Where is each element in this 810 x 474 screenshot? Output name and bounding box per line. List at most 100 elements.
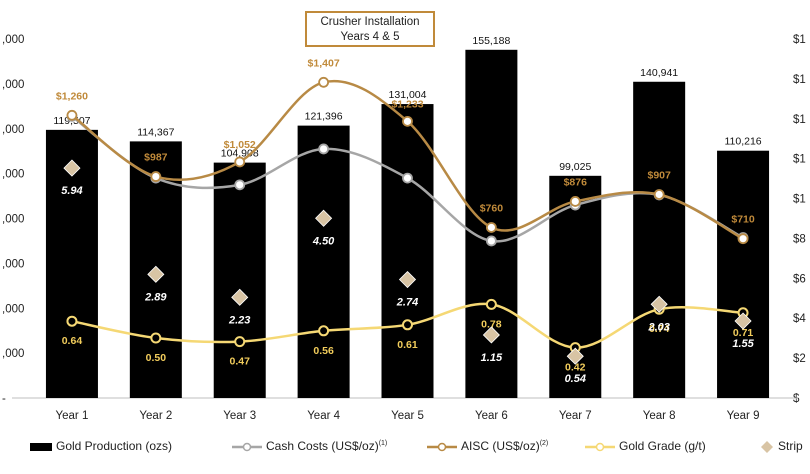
x-axis-tick-label: Year 3 [223, 410, 256, 422]
strip-data-label: 2.23 [228, 314, 250, 326]
gold-grade-point [150, 332, 162, 344]
aisc-point [402, 115, 413, 127]
aisc-point [318, 76, 330, 88]
aisc-data-label: $1,233 [391, 98, 423, 110]
gold-grade-data-label: 0.64 [62, 335, 83, 347]
legend-gold-grade: Gold Grade (g/t) [585, 439, 706, 453]
right-axis-tick-label: $1 [793, 74, 806, 86]
strip-diamond [566, 347, 584, 365]
gold-grade-data-label: 0.42 [565, 362, 586, 374]
aisc-point [66, 109, 78, 121]
left-axis-tick-label: ,000 [2, 34, 24, 46]
strip-data-label: 1.15 [481, 352, 503, 364]
legend-gold-production: Gold Production (ozs) [30, 439, 172, 453]
right-axis-tick-label: $8 [793, 233, 806, 245]
cash-costs-point [485, 235, 497, 247]
aisc-data-label: $907 [647, 169, 671, 181]
legend-diamond-swatch [761, 440, 773, 453]
right-axis-tick-label: $6 [793, 273, 806, 285]
production-bar-label: 110,216 [724, 136, 761, 148]
legend-bar-swatch [30, 442, 52, 451]
annotation-line-2: Years 4 & 5 [340, 31, 400, 43]
gold-grade-point [485, 298, 497, 310]
legend-strip: Strip [760, 439, 803, 454]
strip-data-label: 2.89 [144, 291, 167, 303]
legend-line-swatch [427, 442, 457, 452]
crusher-annotation: Crusher Installation Years 4 & 5 [305, 11, 435, 47]
aisc-point [569, 196, 581, 207]
right-axis-tick-label: $1 [793, 194, 806, 206]
production-bar [717, 150, 770, 398]
production-bar-label: 155,188 [472, 35, 510, 47]
strip-diamond [63, 159, 81, 177]
aisc-data-label: $876 [564, 176, 588, 188]
cash-costs-point [234, 179, 246, 191]
aisc-data-label: $1,407 [308, 57, 340, 69]
legend-label: Cash Costs (US$/oz) [266, 439, 379, 453]
production-bar-label: 99,025 [559, 161, 591, 173]
gold-grade-data-label: 0.50 [146, 352, 167, 364]
left-axis-tick-label: ,000 [2, 124, 24, 136]
production-bar [213, 162, 266, 398]
legend-line-swatch [585, 442, 615, 452]
legend-aisc: AISC (US$/oz)(2) [427, 439, 548, 453]
aisc-data-label: $987 [144, 152, 168, 164]
production-bar-label: 114,367 [137, 126, 174, 138]
annotation-line-1: Crusher Installation [320, 16, 420, 28]
aisc-data-label: $1,052 [224, 139, 256, 151]
strip-diamond [231, 288, 249, 306]
left-axis-tick-label: ,000 [2, 258, 24, 270]
production-bar-label: 121,396 [305, 111, 343, 123]
strip-diamond [734, 312, 752, 330]
aisc-data-label: $710 [731, 214, 755, 226]
production-bar-label: 131,004 [389, 89, 427, 101]
right-axis-tick-label: $2 [793, 353, 806, 365]
legend: Gold Production (ozs) Cash Costs (US$/oz… [0, 436, 810, 458]
gold-grade-data-label: 0.71 [733, 327, 754, 339]
aisc-point [150, 171, 162, 182]
aisc-point [653, 189, 665, 200]
left-axis-tick-label: ,000 [2, 303, 24, 315]
legend-footnote: (2) [539, 440, 549, 447]
aisc-point [737, 233, 749, 245]
strip-diamond [147, 265, 165, 283]
right-axis-tick-label: $1 [793, 154, 806, 166]
gold-grade-data-label: 0.78 [481, 318, 502, 330]
legend-label: Gold Grade (g/t) [619, 439, 706, 453]
gold-grade-point [402, 319, 413, 331]
right-axis-tick-label: $1 [793, 34, 806, 46]
strip-data-label: 2.74 [396, 297, 418, 309]
x-axis-tick-label: Year 9 [727, 410, 760, 422]
left-axis-tick-label: ,000 [2, 348, 24, 360]
legend-line-swatch [232, 442, 262, 452]
right-axis-tick-label: $ [793, 393, 800, 405]
production-bar [297, 125, 350, 398]
legend-label: AISC (US$/oz) [461, 439, 540, 453]
gold-grade-data-label: 0.74 [649, 323, 670, 335]
x-axis-tick-label: Year 6 [475, 410, 508, 422]
aisc-point [234, 156, 246, 168]
aisc-data-label: $760 [480, 202, 504, 214]
production-bar [381, 104, 434, 398]
x-axis-tick-label: Year 8 [643, 410, 676, 422]
gold-grade-data-label: 0.47 [230, 356, 251, 368]
legend-footnote: (1) [378, 440, 388, 447]
strip-diamond [650, 295, 668, 313]
strip-diamond [315, 209, 333, 227]
strip-data-label: 0.54 [565, 373, 586, 385]
aisc-data-label: $1,260 [56, 90, 88, 102]
aisc-point [485, 222, 497, 233]
legend-label: Strip [778, 439, 803, 453]
gold-grade-point [234, 336, 246, 348]
strip-data-label: 5.94 [61, 185, 82, 197]
strip-data-label: 4.50 [312, 235, 335, 247]
gold-grade-data-label: 0.61 [397, 339, 418, 351]
x-axis-tick-label: Year 1 [56, 410, 89, 422]
production-bar [633, 81, 686, 398]
x-axis-tick-label: Year 4 [307, 410, 340, 422]
left-axis-tick-label: - [2, 393, 6, 405]
x-axis-tick-label: Year 5 [391, 410, 424, 422]
cash-costs-point [318, 143, 330, 155]
